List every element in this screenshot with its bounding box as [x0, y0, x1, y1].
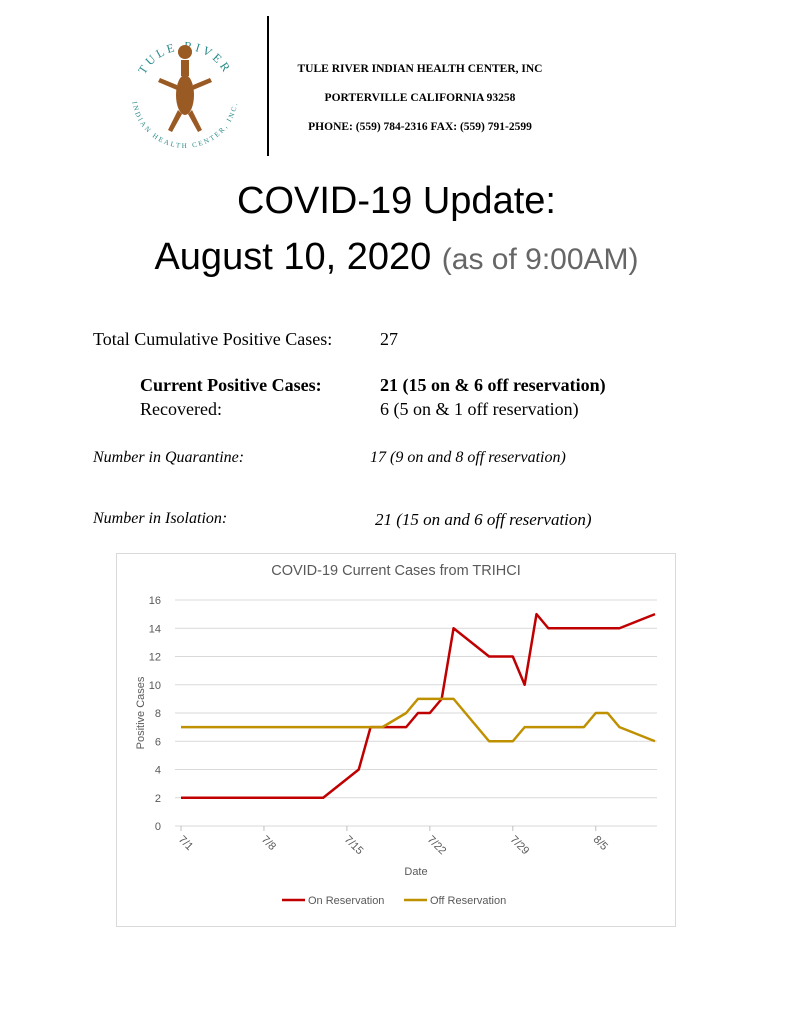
- stat-value: 21 (15 on and 6 off reservation): [375, 510, 592, 529]
- stat-label: Current Positive Cases:: [140, 375, 322, 395]
- title-note: (as of 9:00AM): [441, 243, 639, 276]
- stat-value: 17 (9 on and 8 off reservation): [370, 449, 566, 466]
- logo: TULE RIVER INDIAN HEALTH CENTER, INC.: [130, 39, 237, 150]
- y-tick-label: 16: [149, 595, 161, 607]
- stat-label: Number in Isolation:: [93, 510, 228, 527]
- y-tick-label: 12: [149, 652, 161, 664]
- series-line: [181, 697, 656, 743]
- x-axis-label: Date: [404, 866, 427, 878]
- title-line1: COVID-19 Update:: [237, 180, 556, 222]
- chart: COVID-19 Current Cases from TRIHCI Date …: [116, 553, 676, 927]
- y-axis-label: Positive Cases: [135, 676, 147, 749]
- y-tick-label: 6: [155, 736, 161, 748]
- stat-value: 21 (15 on & 6 off reservation): [380, 375, 606, 395]
- y-tick-label: 4: [155, 765, 161, 777]
- address: PORTERVILLE CALIFORNIA 93258: [324, 92, 516, 104]
- logo-figure: [158, 45, 212, 132]
- org: TULE RIVER INDIAN HEALTH CENTER, INC: [297, 63, 543, 75]
- chart-title: COVID-19 Current Cases from TRIHCI: [271, 563, 521, 579]
- phone: PHONE: (559) 784-2316 FAX: (559) 791-259…: [308, 121, 532, 133]
- y-tick-label: 10: [149, 680, 161, 692]
- y-tick-label: 0: [155, 821, 161, 833]
- stat-label: Number in Quarantine:: [93, 449, 245, 466]
- chart-frame: [116, 553, 676, 927]
- y-tick-label: 14: [149, 623, 161, 635]
- stat-value: 27: [380, 329, 398, 349]
- y-tick-label: 2: [155, 793, 161, 805]
- title-line2: August 10, 2020 (as of 9:00AM): [0, 236, 793, 279]
- divider: [267, 16, 269, 156]
- y-tick-label: 8: [155, 708, 161, 720]
- stat-label: Recovered:: [140, 399, 222, 419]
- legend-label: Off Reservation: [430, 895, 506, 907]
- stat-label: Total Cumulative Positive Cases:: [93, 329, 333, 349]
- stat-value: 6 (5 on & 1 off reservation): [380, 399, 579, 419]
- title-date: August 10, 2020: [154, 236, 432, 278]
- legend-label: On Reservation: [308, 895, 384, 907]
